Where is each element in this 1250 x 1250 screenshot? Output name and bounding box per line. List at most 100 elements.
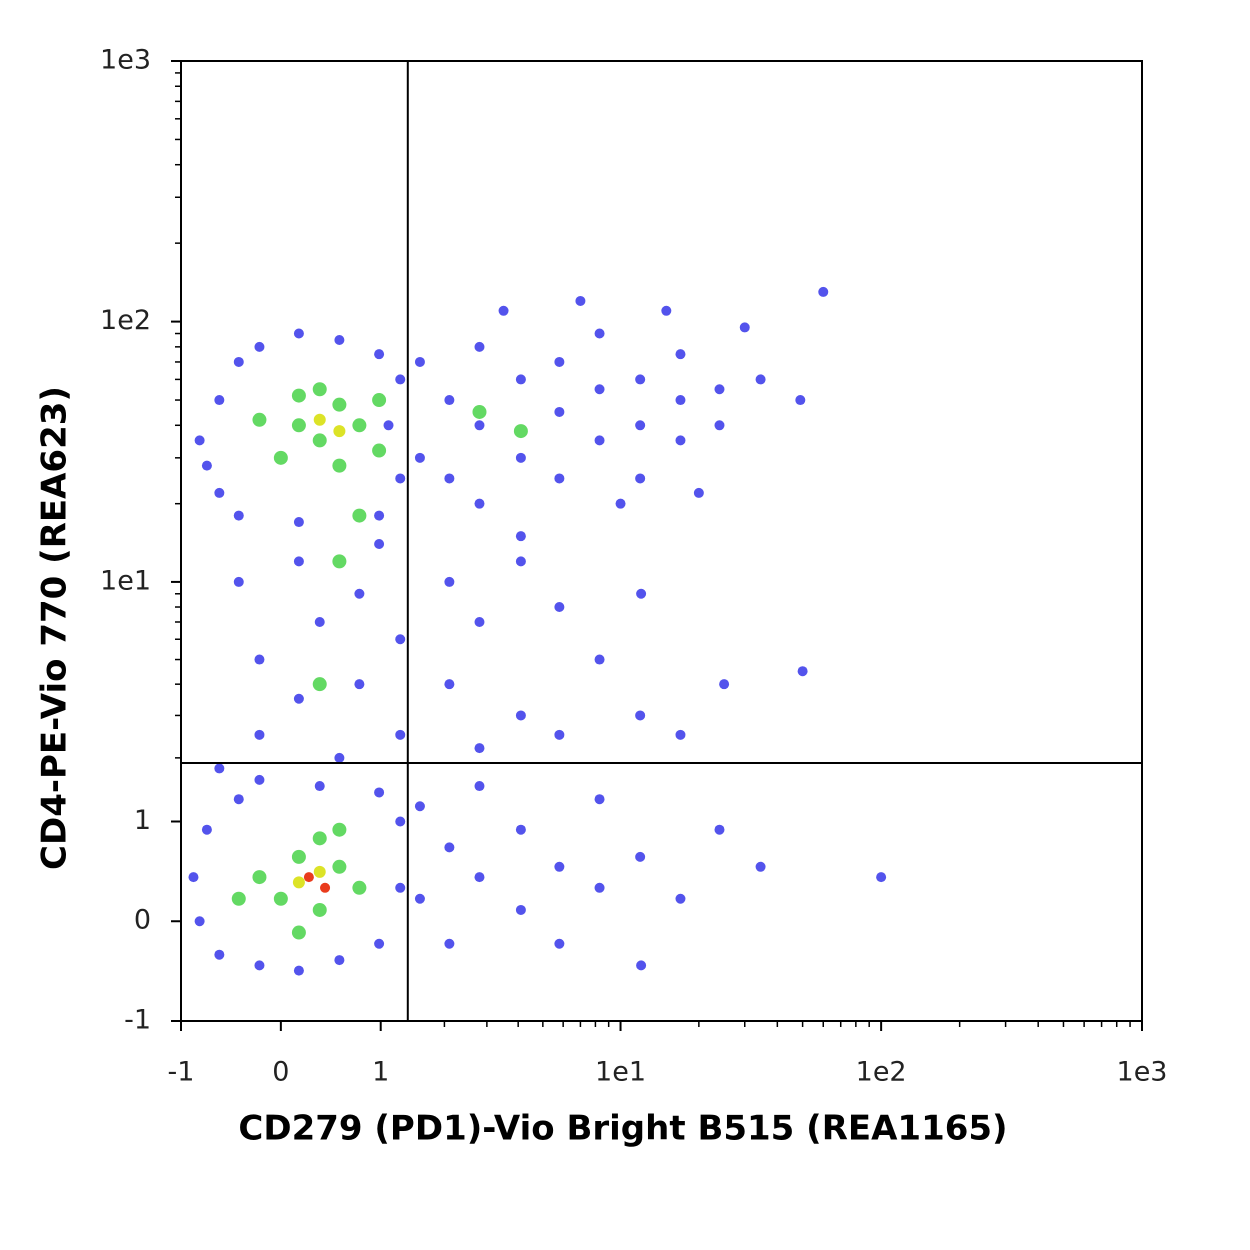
data-point xyxy=(693,487,704,498)
data-point xyxy=(273,891,288,906)
data-point xyxy=(554,356,565,367)
data-point xyxy=(273,450,288,465)
data-point xyxy=(472,404,487,419)
y-axis-title: CD4-PE-Vio 770 (REA623) xyxy=(35,386,75,870)
data-point xyxy=(194,916,205,927)
data-point xyxy=(395,729,406,740)
data-point xyxy=(233,576,244,587)
data-point xyxy=(291,849,306,864)
data-point xyxy=(254,960,265,971)
data-point xyxy=(313,413,326,426)
data-point xyxy=(515,824,526,835)
data-point xyxy=(312,382,327,397)
data-point xyxy=(201,824,212,835)
data-point xyxy=(554,729,565,740)
data-point xyxy=(291,925,306,940)
axes: -1 0 1 1e1 1e2 1e3 -1 0 1 1e1 1e2 1e3 xyxy=(100,45,1167,1088)
data-point xyxy=(372,443,387,458)
data-point xyxy=(374,510,385,521)
data-point xyxy=(314,781,325,792)
data-point xyxy=(474,872,485,883)
data-point xyxy=(675,435,686,446)
data-point xyxy=(818,286,829,297)
data-point xyxy=(797,666,808,677)
data-point xyxy=(383,420,394,431)
x-tick-label: 1e1 xyxy=(595,1057,646,1088)
data-point xyxy=(594,435,605,446)
data-point xyxy=(214,395,225,406)
data-point xyxy=(312,433,327,448)
data-point xyxy=(474,420,485,431)
data-point xyxy=(233,794,244,805)
y-tick-label: 0 xyxy=(134,905,151,936)
x-tick-label: 1e3 xyxy=(1117,1057,1168,1088)
data-point xyxy=(374,349,385,360)
data-point xyxy=(293,556,304,567)
data-point xyxy=(372,393,387,408)
data-point xyxy=(474,743,485,754)
data-point xyxy=(291,418,306,433)
data-point xyxy=(395,634,406,645)
data-point xyxy=(635,374,646,385)
data-point xyxy=(293,965,304,976)
data-point xyxy=(594,654,605,665)
data-point xyxy=(334,955,345,966)
data-point xyxy=(635,851,646,862)
data-point xyxy=(354,588,365,599)
data-point xyxy=(293,517,304,528)
data-point xyxy=(714,824,725,835)
data-point xyxy=(615,498,626,509)
data-point xyxy=(554,861,565,872)
data-point xyxy=(474,781,485,792)
y-tick-label: 1 xyxy=(134,805,151,836)
y-tick-label: 1e2 xyxy=(100,305,151,336)
data-point xyxy=(444,395,455,406)
data-point xyxy=(291,388,306,403)
data-point xyxy=(252,870,267,885)
data-point xyxy=(395,473,406,484)
data-point xyxy=(214,949,225,960)
data-point xyxy=(293,328,304,339)
x-tick-label: 1 xyxy=(372,1057,389,1088)
data-point xyxy=(334,752,345,763)
data-point xyxy=(374,787,385,798)
data-point xyxy=(635,710,646,721)
data-point xyxy=(233,356,244,367)
data-point xyxy=(352,508,367,523)
data-point xyxy=(332,458,347,473)
data-point xyxy=(444,938,455,949)
data-point xyxy=(312,902,327,917)
data-point xyxy=(474,341,485,352)
data-point xyxy=(414,452,425,463)
data-point xyxy=(675,349,686,360)
data-point xyxy=(575,295,586,306)
data-point xyxy=(474,616,485,627)
data-point xyxy=(333,425,346,438)
data-point xyxy=(554,473,565,484)
data-point xyxy=(675,395,686,406)
data-point xyxy=(594,794,605,805)
data-point xyxy=(332,397,347,412)
data-point xyxy=(554,602,565,613)
plot-frame xyxy=(180,60,1143,1022)
data-point xyxy=(332,822,347,837)
data-point xyxy=(231,891,246,906)
data-point xyxy=(292,876,305,889)
data-point xyxy=(352,880,367,895)
data-point xyxy=(661,305,672,316)
data-point xyxy=(739,322,750,333)
data-point xyxy=(636,588,647,599)
x-tick-label: 0 xyxy=(272,1057,289,1088)
data-point xyxy=(594,882,605,893)
data-point xyxy=(254,654,265,665)
data-point xyxy=(201,460,212,471)
data-point xyxy=(714,384,725,395)
data-point xyxy=(444,842,455,853)
data-point xyxy=(194,435,205,446)
data-point xyxy=(320,882,331,893)
data-point xyxy=(395,882,406,893)
y-tick-label: 1e1 xyxy=(100,565,151,596)
data-point xyxy=(498,305,509,316)
